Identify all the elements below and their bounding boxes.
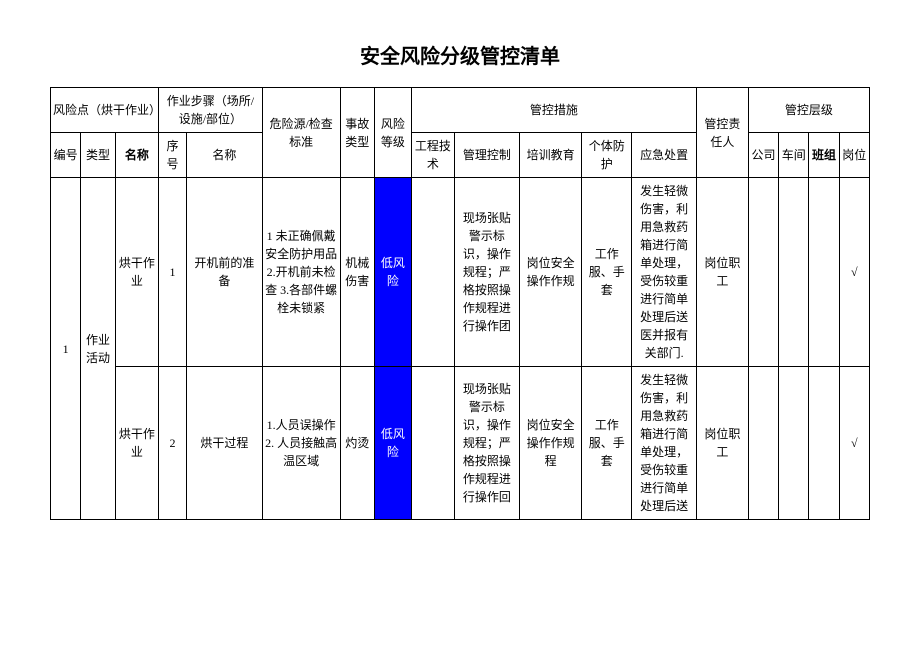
- cell-emergency: 发生轻微伤害，利用急救药箱进行简单处理，受伤较重进行简单处理后送: [632, 367, 697, 520]
- hdr-emergency: 应急处置: [632, 133, 697, 178]
- hdr-ppe: 个体防护: [582, 133, 632, 178]
- hdr-work-step: 作业步骤（场所/设施/部位）: [159, 88, 263, 133]
- cell-workshop: [779, 178, 809, 367]
- table-row: 1 作业活动 烘干作业 1 开机前的准备 1 未正确佩戴安全防护用品 2.开机前…: [51, 178, 870, 367]
- cell-team: [809, 178, 839, 367]
- cell-responsible: 岗位职工: [697, 367, 749, 520]
- hdr-accident: 事故类型: [340, 88, 375, 178]
- cell-management: 现场张贴警示标识，操作规程；严格按照操作规程进行操作回: [455, 367, 520, 520]
- header-row-1: 风险点（烘干作业） 作业步骤（场所/设施/部位） 危险源/检查标准 事故类型 风…: [51, 88, 870, 133]
- hdr-company: 公司: [748, 133, 778, 178]
- cell-responsible: 岗位职工: [697, 178, 749, 367]
- cell-risk: 低风险: [375, 367, 412, 520]
- cell-engineering: [411, 178, 454, 367]
- cell-team: [809, 367, 839, 520]
- cell-post: √: [839, 367, 869, 520]
- cell-management: 现场张贴警示标识，操作规程；严格按照操作规程进行操作团: [455, 178, 520, 367]
- cell-accident: 灼烫: [340, 367, 375, 520]
- cell-step: 烘干过程: [187, 367, 263, 520]
- hdr-team: 班组: [809, 133, 839, 178]
- cell-name: 烘干作业: [115, 367, 158, 520]
- document-title: 安全风险分级管控清单: [50, 40, 870, 69]
- cell-company: [748, 367, 778, 520]
- hdr-post: 岗位: [839, 133, 869, 178]
- cell-hazard: 1.人员误操作 2. 人员接触高温区域: [262, 367, 340, 520]
- cell-accident: 机械伤害: [340, 178, 375, 367]
- cell-step: 开机前的准备: [187, 178, 263, 367]
- hdr-hazard: 危险源/检查标准: [262, 88, 340, 178]
- risk-control-table: 风险点（烘干作业） 作业步骤（场所/设施/部位） 危险源/检查标准 事故类型 风…: [50, 87, 870, 520]
- hdr-type: 类型: [81, 133, 116, 178]
- cell-hazard: 1 未正确佩戴安全防护用品 2.开机前未检查 3.各部件螺栓未锁紧: [262, 178, 340, 367]
- hdr-num: 编号: [51, 133, 81, 178]
- cell-risk: 低风险: [375, 178, 412, 367]
- cell-workshop: [779, 367, 809, 520]
- hdr-management: 管理控制: [455, 133, 520, 178]
- cell-training: 岗位安全操作作规程: [519, 367, 582, 520]
- cell-engineering: [411, 367, 454, 520]
- cell-seq: 1: [159, 178, 187, 367]
- cell-emergency: 发生轻微伤害，利用急救药箱进行简单处理，受伤较重进行简单处理后送医并报有关部门.: [632, 178, 697, 367]
- cell-post: √: [839, 178, 869, 367]
- cell-seq: 2: [159, 367, 187, 520]
- hdr-risk-level: 风险等级: [375, 88, 412, 178]
- cell-ppe: 工作服、手套: [582, 178, 632, 367]
- table-row: 烘干作业 2 烘干过程 1.人员误操作 2. 人员接触高温区域 灼烫 低风险 现…: [51, 367, 870, 520]
- hdr-training: 培训教育: [519, 133, 582, 178]
- cell-name: 烘干作业: [115, 178, 158, 367]
- hdr-step-name: 名称: [187, 133, 263, 178]
- hdr-responsible: 管控责任人: [697, 88, 749, 178]
- hdr-engineering: 工程技术: [411, 133, 454, 178]
- hdr-workshop: 车间: [779, 133, 809, 178]
- hdr-name: 名称: [115, 133, 158, 178]
- cell-training: 岗位安全操作作规: [519, 178, 582, 367]
- hdr-measures: 管控措施: [411, 88, 696, 133]
- cell-ppe: 工作服、手套: [582, 367, 632, 520]
- hdr-risk-point: 风险点（烘干作业）: [51, 88, 159, 133]
- hdr-seq: 序号: [159, 133, 187, 178]
- cell-type: 作业活动: [81, 178, 116, 520]
- cell-num: 1: [51, 178, 81, 520]
- hdr-control-level: 管控层级: [748, 88, 869, 133]
- cell-company: [748, 178, 778, 367]
